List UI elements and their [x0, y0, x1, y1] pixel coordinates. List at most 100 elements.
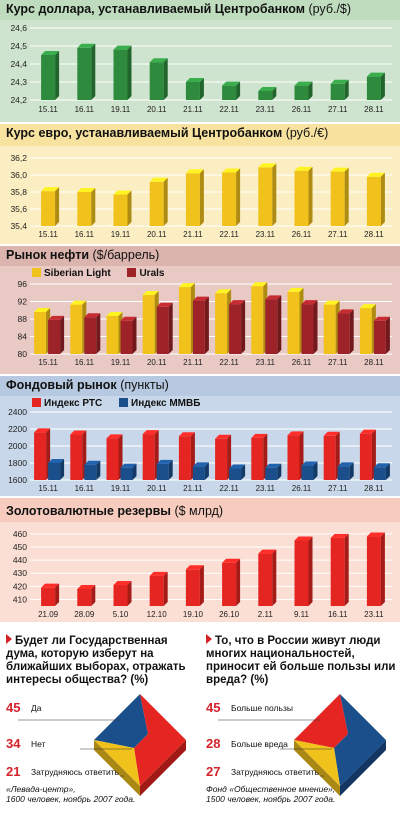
bar [149, 177, 168, 226]
x-tick-label: 23.11 [256, 230, 276, 239]
diamond-side-right [340, 740, 386, 796]
x-tick-label: 26.10 [219, 610, 240, 619]
bar-side [344, 167, 349, 226]
bar-front [77, 588, 92, 606]
poll-nationalities-answer-1: 45 Больше пользы [206, 700, 293, 715]
y-tick-label: 36,2 [10, 153, 27, 163]
diamond-slice-3 [94, 740, 140, 786]
diamond-slice-1 [294, 694, 348, 748]
y-tick-label: 35,6 [10, 204, 27, 214]
bar [323, 431, 340, 480]
x-tick-label: 28.11 [364, 105, 384, 114]
y-tick-label: 24,2 [10, 95, 27, 105]
bar [222, 558, 241, 606]
eur-chart-title: Курс евро, устанавливаемый Центробанком … [6, 126, 329, 140]
poll-nationalities-question: То, что в России живут люди многих нацио… [206, 634, 396, 686]
bar-side [272, 549, 277, 606]
bar-front [258, 553, 273, 606]
bar-front [77, 192, 92, 226]
bar-front [323, 304, 336, 354]
bar-front [337, 313, 350, 354]
bar-top [178, 283, 195, 288]
bar-top [41, 187, 60, 192]
bar-top [48, 315, 65, 320]
x-tick-label: 22.11 [219, 358, 239, 367]
reserves-chart-title: Золотовалютные резервы ($ млрд) [6, 504, 224, 518]
bar [330, 79, 349, 100]
bar-side [163, 177, 168, 226]
bar-side [380, 532, 385, 606]
bar-top [84, 313, 101, 318]
bar-top [323, 431, 340, 436]
bar-side [313, 300, 318, 354]
oil-market-panel: Рынок нефти ($/баррель) Siberian Light U… [0, 246, 400, 374]
usd-rate-panel: Курс доллара, устанавливаемый Центробанк… [0, 0, 400, 122]
bar-top [120, 316, 137, 321]
bar-top [373, 463, 390, 468]
bar-front [156, 306, 169, 354]
bar-front [373, 467, 386, 480]
bar [178, 432, 195, 480]
bar-side [236, 168, 241, 226]
bar-top [337, 462, 354, 467]
bar-front [34, 312, 47, 354]
bar-front [294, 170, 309, 226]
bar-top [229, 464, 246, 469]
bar-top [149, 177, 168, 182]
bar-top [185, 169, 204, 174]
bar [48, 459, 65, 480]
bar-top [373, 316, 390, 321]
bar-top [41, 51, 60, 55]
bar [222, 168, 241, 226]
bar-front [222, 562, 237, 606]
bar-top [41, 583, 60, 588]
bar [113, 45, 132, 100]
bar-front [70, 434, 83, 480]
bar [149, 571, 168, 606]
bar-side [272, 87, 277, 100]
x-tick-label: 20.11 [147, 358, 167, 367]
bar-front [222, 85, 237, 100]
bar-top [229, 300, 246, 305]
bar [192, 462, 209, 480]
bar-top [185, 565, 204, 570]
bar [258, 87, 277, 100]
bar-top [215, 289, 232, 294]
bar-top [84, 460, 101, 465]
x-tick-label: 9.11 [294, 610, 310, 619]
poll-duma-question: Будет ли Государственная дума, которую и… [6, 634, 186, 686]
bar-side [349, 462, 354, 480]
bar-side [55, 583, 60, 606]
bar [77, 188, 96, 226]
x-tick-label: 23.11 [364, 610, 384, 619]
bar-side [241, 464, 246, 480]
bar-front [106, 438, 119, 480]
bar-top [106, 434, 123, 439]
legend-micex: Индекс ММВБ [131, 398, 201, 409]
bar-side [308, 81, 313, 100]
poll-duma-answer-3: 21 Затрудняюсь ответить [6, 764, 120, 779]
bar-top [366, 532, 385, 537]
x-tick-label: 19.11 [111, 105, 131, 114]
reserves-bar-chart: 410 420 430 440 450 460 21.09 28.09 5.10 12.10 19.… [13, 529, 392, 619]
bar-front [301, 304, 314, 354]
bar-front [48, 463, 61, 480]
x-tick-label: 22.11 [219, 484, 239, 493]
x-tick-label: 26.11 [292, 105, 312, 114]
bar-side [127, 45, 132, 100]
x-tick-label: 16.11 [328, 610, 348, 619]
bar-top [120, 463, 137, 468]
bar-front [113, 585, 128, 606]
bar [142, 430, 159, 480]
bar-front [77, 47, 92, 100]
bar-side [91, 584, 96, 606]
bar-front [287, 291, 300, 354]
bar-top [222, 558, 241, 563]
bar-top [301, 461, 318, 466]
x-tick-label: 19.11 [111, 230, 131, 239]
poll-nationalities-answer-3: 27 Затрудняюсь ответить [206, 764, 320, 779]
y-tick-label: 96 [18, 279, 28, 289]
x-tick-label: 16.11 [75, 230, 95, 239]
oil-bar-chart: 80 84 88 92 96 15.11 16.11 19.11 20.11 21.11 22.11… [18, 279, 392, 367]
bar-side [308, 536, 313, 606]
